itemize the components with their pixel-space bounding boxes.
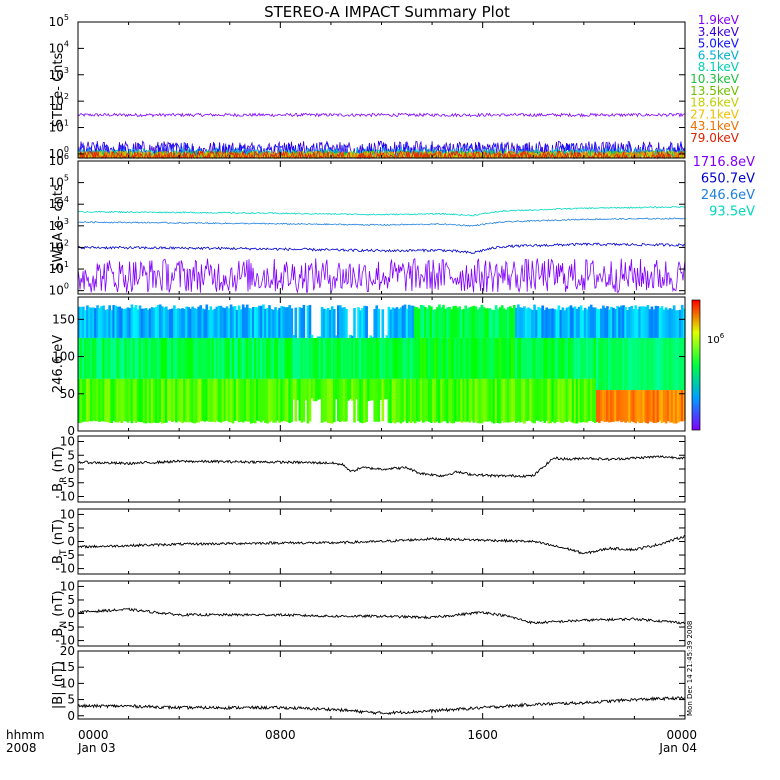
y-tick-label: 103	[49, 217, 69, 233]
y-tick-label: 150	[52, 312, 75, 326]
swea-legend-1716.8eV: 1716.8eV	[693, 155, 755, 170]
y-tick-label: 102	[49, 238, 69, 254]
panel-frame	[77, 508, 686, 575]
ste-legend-6.5keV: 6.5keV	[698, 48, 740, 62]
y-axis-label: BT (nT)	[51, 519, 69, 564]
field-trace	[77, 695, 686, 716]
y-tick-label: -5	[63, 620, 75, 634]
y-tick-label: 5	[67, 693, 75, 707]
y-tick-label: 102	[49, 92, 69, 108]
panel-2: 100 101 102 103 104 105 106 SWEA e- cnts	[49, 152, 686, 298]
y-axis-label: BN (nT)	[51, 590, 69, 636]
ste-legend-79.0keV: 79.0keV	[690, 131, 740, 145]
y-tick-label: 106	[49, 152, 69, 168]
ste-legend-18.6keV: 18.6keV	[690, 96, 740, 110]
y-tick-label: 5	[67, 593, 75, 607]
panel-frame	[77, 435, 686, 503]
y-tick-label: 50	[60, 387, 75, 401]
ste-legend-27.1keV: 27.1keV	[690, 107, 740, 121]
y-axis-label: STE e- Cnts	[51, 52, 66, 127]
y-tick-label: 103	[49, 66, 69, 82]
y-tick-label: 105	[49, 174, 69, 190]
y-tick-label: 10	[60, 435, 75, 449]
swea-legend-650.7eV: 650.7eV	[701, 172, 755, 187]
field-trace	[77, 607, 686, 625]
y-axis-label: BR (nT)	[51, 446, 69, 492]
y-tick-label: 104	[49, 195, 69, 211]
y-tick-label: 101	[49, 119, 69, 135]
series-line-93.5eV	[77, 205, 686, 217]
y-axis-label: |B| (nT)	[51, 661, 66, 709]
y-tick-label: 10	[60, 507, 75, 521]
y-tick-label: 0	[67, 709, 75, 723]
series-line-650.7eV	[77, 242, 685, 254]
panel-1: 100 101 102 103 104 105 STE e- Cnts	[49, 13, 686, 161]
ste-legend-3.4keV: 3.4keV	[698, 25, 740, 39]
y-axis-label: SWEA e- cnts	[51, 184, 66, 271]
ste-legend-1.9keV: 1.9keV	[698, 13, 740, 27]
y-tick-label: 100	[49, 145, 69, 161]
swea-legend-246.6eV: 246.6eV	[701, 188, 755, 203]
ste-legend-13.5keV: 13.5keV	[690, 84, 740, 98]
ste-legend-5.0keV: 5.0keV	[698, 37, 740, 51]
date-tick-label: Jan 03	[77, 741, 116, 755]
y-tick-label: -5	[63, 476, 75, 490]
y-tick-label: -10	[55, 562, 75, 576]
ste-legend-10.3keV: 10.3keV	[690, 72, 740, 86]
colorbar-tick-label: 106	[707, 332, 725, 346]
y-tick-label: 10	[60, 676, 75, 690]
y-tick-label: 0	[67, 462, 75, 476]
y-tick-label: -10	[55, 634, 75, 648]
y-tick-label: 15	[60, 660, 75, 674]
time-axis-row1-label: hhmm	[6, 728, 45, 742]
y-tick-label: 5	[67, 521, 75, 535]
y-tick-label: -10	[55, 490, 75, 504]
y-tick-label: 100	[52, 350, 75, 364]
swea-legend-93.5eV: 93.5eV	[709, 205, 755, 220]
time-tick-label: 0000	[666, 728, 697, 742]
field-trace	[77, 534, 686, 555]
ste-legend-8.1keV: 8.1keV	[698, 60, 740, 74]
y-tick-label: 20	[60, 644, 75, 658]
generation-timestamp: Mon Dec 14 21:45:39 2008	[686, 621, 694, 716]
ste-legend-43.1keV: 43.1keV	[690, 119, 740, 133]
time-tick-label: 0000	[78, 728, 109, 742]
time-tick-label: 0800	[265, 728, 296, 742]
y-axis-label: 246.6 eV	[51, 335, 66, 393]
y-tick-label: 10	[60, 579, 75, 593]
colorbar: 106	[691, 299, 725, 431]
panel-frame	[77, 21, 686, 159]
y-tick-label: 101	[49, 260, 69, 276]
series-line-1.9keV	[77, 112, 686, 118]
y-tick-label: 5	[67, 448, 75, 462]
y-tick-label: 104	[49, 39, 69, 55]
y-tick-label: 100	[49, 282, 69, 298]
field-trace	[77, 455, 686, 479]
y-tick-label: 0	[67, 424, 75, 438]
panel-3: 106 0 50 100 150 246.6 eV	[51, 296, 725, 438]
y-tick-label: 0	[67, 535, 75, 549]
panel-frame	[77, 580, 686, 647]
series-line-1716.8eV	[77, 258, 686, 295]
y-tick-label: 105	[49, 13, 69, 29]
series-line-246.6eV	[77, 217, 686, 227]
y-tick-label: 0	[67, 607, 75, 621]
date-tick-label: Jan 04	[658, 741, 697, 755]
plot-title: STEREO-A IMPACT Summary Plot	[264, 3, 510, 21]
y-tick-label: -5	[63, 548, 75, 562]
time-axis-row2-label: 2008	[6, 741, 37, 755]
pitch-angle-heatmap	[78, 304, 686, 424]
time-tick-label: 1600	[467, 728, 498, 742]
panel-7: 0 5 10 15 20 |B| (nT)	[51, 644, 686, 723]
